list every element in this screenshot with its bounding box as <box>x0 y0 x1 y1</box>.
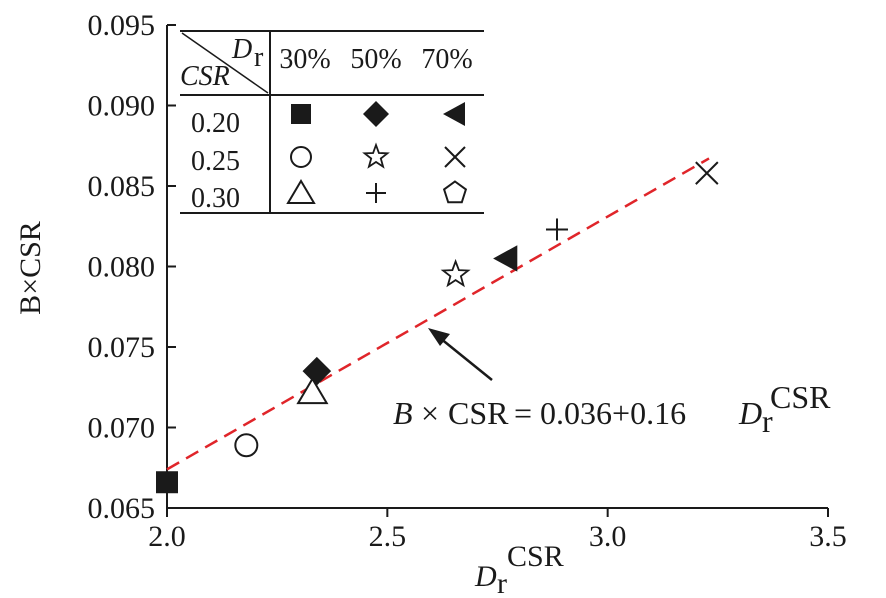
x-tick-label: 2.0 <box>148 520 186 553</box>
eq-csr: CSR <box>448 395 509 431</box>
marker-shape <box>286 179 316 204</box>
legend-col-50: 50% <box>350 44 401 75</box>
y-ticks: 0.065 0.070 0.075 0.080 0.085 0.090 0.095 <box>88 9 176 525</box>
x-tick-label: 3.5 <box>809 520 847 553</box>
eq-d: D <box>738 395 762 431</box>
marker-shape <box>363 101 389 127</box>
eq-b: B <box>393 395 413 431</box>
marker-shape <box>362 142 390 169</box>
legend-header-dr: D <box>231 34 252 65</box>
x-ticks: 2.0 2.5 3.0 3.5 <box>148 508 847 553</box>
marker-shape <box>290 146 312 168</box>
x-label-sup: CSR <box>507 540 564 573</box>
legend-marker-filled-diamond <box>363 101 389 127</box>
eq-rhs: = 0.036+0.16 <box>514 395 686 431</box>
arrow-shaft <box>439 337 493 381</box>
marker-shape <box>156 471 178 494</box>
legend-col-70: 70% <box>421 44 472 75</box>
fit-line-group <box>166 157 710 471</box>
data-point-plus <box>545 218 568 241</box>
legend-marker-plus <box>366 183 386 203</box>
data-point-filled-left-triangle <box>493 245 518 272</box>
legend-marker-filled-square <box>291 104 311 124</box>
legend-marker-open-triangle <box>286 179 316 204</box>
legend-diagonal <box>181 32 269 94</box>
marker-stroke <box>444 146 466 168</box>
y-tick-label: 0.085 <box>88 170 156 203</box>
y-tick-label: 0.065 <box>88 492 156 525</box>
data-point-filled-diamond <box>302 356 332 386</box>
legend-col-30: 30% <box>279 44 330 75</box>
y-tick-label: 0.090 <box>88 90 156 123</box>
marker-shape <box>302 356 332 386</box>
marker-shape <box>443 102 465 126</box>
legend-marker-open-pentagon <box>442 180 468 204</box>
y-tick-label: 0.080 <box>88 251 156 284</box>
marker-shape <box>234 433 259 458</box>
marker-shape <box>296 376 329 405</box>
data-point-filled-square <box>156 471 178 494</box>
legend-row-025: 0.25 <box>191 146 240 177</box>
axes <box>166 25 828 509</box>
marker-shape <box>291 104 311 124</box>
fit-equation: B × CSR = 0.036+0.16 D r CSR <box>393 379 831 439</box>
legend-table: D r CSR 30% 50% 70% 0.20 0.25 0.30 <box>180 30 484 214</box>
x-axis-label: D r CSR <box>474 540 564 598</box>
x-label-main: D <box>474 560 497 593</box>
legend-marker-open-circle <box>290 146 312 168</box>
annotation-arrow <box>428 328 493 381</box>
data-point-open-triangle <box>296 376 329 405</box>
marker-shape <box>493 245 518 272</box>
marker-stroke <box>695 161 719 185</box>
y-tick-label: 0.070 <box>88 412 156 445</box>
legend-header-csr: CSR <box>180 61 230 92</box>
y-tick-label: 0.075 <box>88 331 156 364</box>
data-point-cross-x <box>695 161 719 185</box>
legend-header-dr-sub: r <box>254 42 264 73</box>
legend-marker-open-star <box>362 142 390 169</box>
marker-shape <box>440 258 471 288</box>
legend-marker-filled-left-triangle <box>443 102 465 126</box>
eq-sup: CSR <box>770 379 831 415</box>
data-points <box>156 161 719 494</box>
arrow-head <box>428 328 450 346</box>
fit-line <box>166 157 710 471</box>
legend-markers <box>286 101 468 204</box>
data-point-open-circle <box>234 433 259 458</box>
legend-row-020: 0.20 <box>191 108 240 139</box>
data-point-open-star <box>440 258 471 288</box>
legend-row-030: 0.30 <box>191 183 240 214</box>
x-tick-label: 2.5 <box>369 520 407 553</box>
marker-shape <box>442 180 468 204</box>
legend-marker-cross-x <box>444 146 466 168</box>
eq-times: × <box>421 395 439 431</box>
y-axis-label: B×CSR <box>14 221 47 315</box>
eq-sub: r <box>762 403 773 439</box>
x-tick-label: 3.0 <box>589 520 627 553</box>
x-label-sub: r <box>497 567 507 598</box>
y-tick-label: 0.095 <box>88 9 156 42</box>
